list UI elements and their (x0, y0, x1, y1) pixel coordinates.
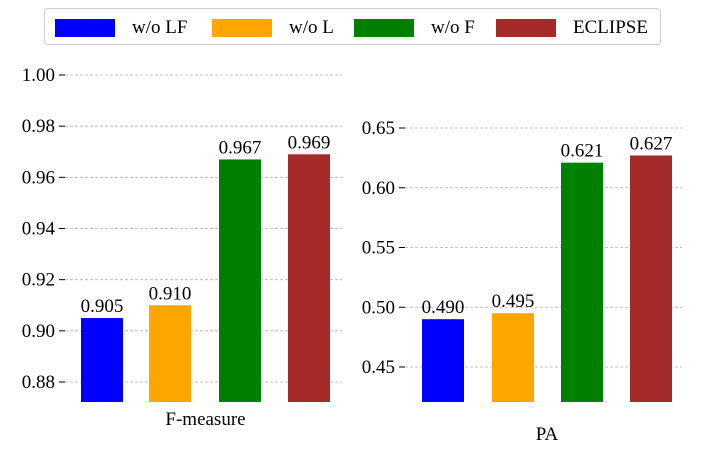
legend-label-wo-f: w/o F (431, 16, 475, 38)
bar-pa-1 (492, 313, 534, 402)
data-label-pa-1: 0.495 (492, 291, 535, 312)
y-tick-label: 0.50 (362, 297, 395, 318)
y-tick-label: 0.88 (22, 372, 55, 393)
legend-item-wo-l: w/o L (212, 9, 334, 46)
data-label-fmeasure-1: 0.910 (149, 283, 192, 304)
legend-swatch-wo-lf (55, 18, 115, 37)
legend-swatch-wo-f (354, 18, 414, 37)
legend-item-eclipse: ECLIPSE (496, 9, 648, 46)
data-label-pa-3: 0.627 (630, 133, 673, 154)
y-tick-label: 0.60 (362, 178, 395, 199)
bar-pa-2 (561, 162, 603, 402)
x-axis-label-fmeasure: F-measure (165, 409, 245, 430)
y-tick-label: 0.90 (22, 321, 55, 342)
y-tick-label: 0.45 (362, 357, 395, 378)
bar-fmeasure-2 (219, 159, 261, 402)
x-axis-label-pa: PA (536, 424, 559, 445)
y-tick-label: 0.65 (362, 118, 395, 139)
data-label-pa-0: 0.490 (422, 297, 465, 318)
data-label-fmeasure-2: 0.967 (219, 137, 262, 158)
legend-label-eclipse: ECLIPSE (573, 16, 648, 38)
legend-label-wo-lf: w/o LF (132, 16, 188, 38)
bar-pa-3 (630, 155, 672, 402)
legend: w/o LF w/o L w/o F ECLIPSE (44, 8, 661, 45)
data-label-fmeasure-0: 0.905 (81, 296, 124, 317)
y-tick-label: 0.55 (362, 238, 395, 259)
y-tick-label: 1.00 (22, 65, 55, 86)
legend-swatch-wo-l (212, 18, 272, 37)
data-label-fmeasure-3: 0.969 (288, 132, 331, 153)
y-tick-label: 0.96 (22, 167, 55, 188)
legend-item-wo-lf: w/o LF (55, 9, 187, 46)
y-tick-label: 0.94 (22, 219, 56, 240)
bar-pa-0 (422, 319, 464, 402)
legend-item-wo-f: w/o F (354, 9, 475, 46)
legend-swatch-eclipse (496, 18, 556, 37)
y-tick-label: 0.98 (22, 116, 55, 137)
data-label-pa-2: 0.621 (561, 141, 604, 162)
bar-fmeasure-1 (149, 305, 191, 402)
bar-fmeasure-3 (288, 154, 330, 402)
bar-fmeasure-0 (81, 318, 123, 402)
y-tick-label: 0.92 (22, 270, 55, 291)
legend-label-wo-l: w/o L (289, 16, 334, 38)
